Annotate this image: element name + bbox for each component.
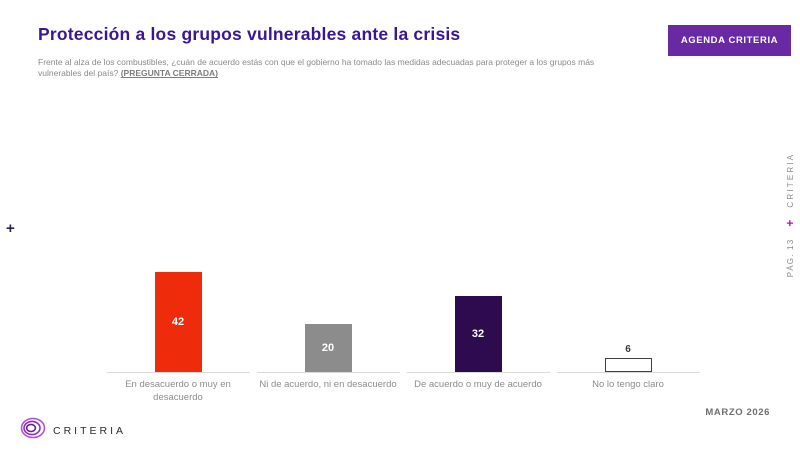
category-label: De acuerdo o muy de acuerdo: [414, 379, 542, 390]
page-title: Protección a los grupos vulnerables ante…: [38, 24, 461, 44]
axis-baseline-segment: [556, 372, 700, 373]
agenda-criteria-button[interactable]: AGENDA CRITERIA: [668, 25, 791, 56]
chart-column: 42 En desacuerdo o muy en desacuerdo: [103, 257, 253, 405]
side-plus-decoration: +: [783, 219, 797, 227]
page-number: PÁG. 13: [785, 238, 795, 278]
bar-value-label: 42: [171, 316, 185, 328]
criteria-logo-icon: [20, 416, 46, 445]
axis-baseline-segment: [406, 372, 550, 373]
bar: 42: [154, 272, 202, 372]
side-strip: PÁG. 13 + CRITERIA: [780, 152, 800, 278]
category-label: Ni de acuerdo, ni en desacuerdo: [259, 379, 397, 390]
subtitle: Frente al alza de los combustibles, ¿cuá…: [38, 57, 598, 80]
bar-value-label: 32: [471, 328, 485, 340]
footer-date: MARZO 2026: [705, 407, 770, 418]
chart-column: 6 No lo tengo claro: [553, 257, 703, 405]
chart-column: 20 Ni de acuerdo, ni en desacuerdo: [253, 257, 403, 405]
subtitle-line1: Frente al alza de los combustibles, ¿cuá…: [38, 57, 535, 67]
axis-baseline-segment: [256, 372, 400, 373]
left-plus-decoration: +: [6, 220, 15, 237]
subtitle-line2: los grupos más vulnerables del país?: [38, 57, 595, 79]
side-brand-label: CRITERIA: [785, 152, 795, 208]
bar-chart: 42 En desacuerdo o muy en desacuerdo 20 Ni …: [103, 257, 703, 405]
chart-column: 32 De acuerdo o muy de acuerdo: [403, 257, 553, 405]
criteria-logo-text: CRITERIA: [53, 424, 127, 437]
category-label: En desacuerdo o muy en desacuerdo: [125, 379, 231, 403]
axis-baseline-segment: [106, 372, 250, 373]
category-label: No lo tengo claro: [592, 379, 664, 390]
bar: 20: [304, 324, 352, 372]
criteria-logo: CRITERIA: [20, 416, 126, 445]
bar: [604, 358, 652, 372]
bar-value-label: 6: [625, 344, 631, 355]
question-type-link[interactable]: (PREGUNTA CERRADA): [120, 68, 218, 79]
bar: 32: [454, 296, 502, 372]
bar-value-label: 20: [321, 342, 335, 354]
